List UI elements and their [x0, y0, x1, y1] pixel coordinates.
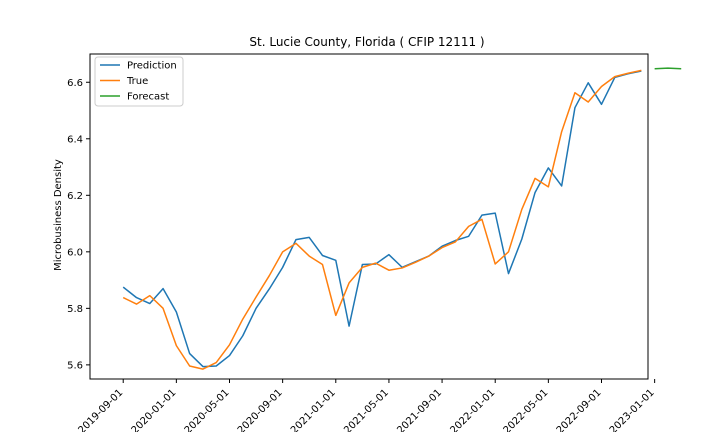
- y-tick-label: 6.2: [67, 191, 83, 202]
- plot-frame: [89, 53, 649, 380]
- y-tick-label: 6.6: [67, 78, 83, 89]
- x-tick-label: 2022-05-01: [502, 387, 551, 432]
- x-tick-label: 2020-01-01: [130, 387, 179, 432]
- y-tick-label: 5.8: [67, 304, 83, 315]
- y-tick-label: 6.0: [67, 247, 83, 258]
- x-tick-label: 2021-01-01: [289, 387, 338, 432]
- legend-label-true: True: [126, 76, 148, 87]
- x-tick-label: 2023-01-01: [608, 387, 657, 432]
- x-tick-label: 2021-09-01: [395, 387, 444, 432]
- legend-box: [94, 56, 184, 107]
- y-axis-label: Microbusiness Density: [53, 159, 64, 271]
- x-tick-label: 2022-01-01: [448, 387, 497, 432]
- y-tick-label: 6.4: [67, 134, 83, 145]
- series-line-forecast: [654, 67, 682, 70]
- x-tick-label: 2021-05-01: [342, 387, 391, 432]
- legend-label-prediction: Prediction: [127, 61, 177, 72]
- series-lines: [122, 67, 682, 370]
- y-tick-label: 5.6: [67, 360, 83, 371]
- x-tick-label: 2019-09-01: [76, 387, 125, 432]
- legend: Prediction True Forecast: [94, 56, 184, 107]
- chart-title: St. Lucie County, Florida ( CFIP 12111 ): [249, 35, 484, 49]
- x-tick-label: 2022-09-01: [555, 387, 604, 432]
- series-line-prediction: [122, 70, 642, 368]
- legend-label-forecast: Forecast: [127, 92, 169, 103]
- x-tick-label: 2020-09-01: [236, 387, 285, 432]
- series-line-true: [122, 69, 642, 370]
- x-tick-label: 2020-05-01: [183, 387, 232, 432]
